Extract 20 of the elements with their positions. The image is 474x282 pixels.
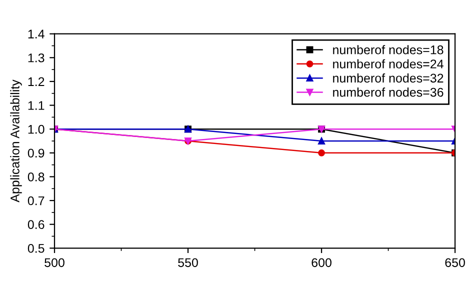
y-tick-label: 0.8 (28, 172, 44, 182)
legend-label: numberof nodes=18 (333, 45, 444, 54)
y-tick-label: 1.0 (28, 124, 44, 134)
y-tick-label: 1.4 (28, 30, 44, 38)
x-tick-label: 550 (178, 258, 198, 268)
x-tick-label: 600 (312, 258, 332, 268)
point (318, 149, 326, 156)
y-tick-label: 1.2 (28, 77, 44, 86)
x-tick-label: 500 (44, 258, 64, 268)
y-tick-label: 0.9 (28, 148, 44, 158)
y-axis-title: Application Availability (10, 80, 22, 202)
x-tick-label: 650 (445, 258, 465, 268)
y-tick-label: 0.7 (28, 196, 44, 206)
legend-label: numberof nodes=36 (333, 88, 444, 97)
legend-label: numberof nodes=24 (333, 59, 444, 68)
y-tick-label: 0.5 (28, 244, 44, 253)
y-tick-label: 1.1 (28, 101, 44, 110)
y-tick-label: 0.6 (28, 220, 44, 229)
legend-label: numberof nodes=32 (333, 73, 444, 83)
y-tick-label: 1.3 (28, 53, 44, 62)
